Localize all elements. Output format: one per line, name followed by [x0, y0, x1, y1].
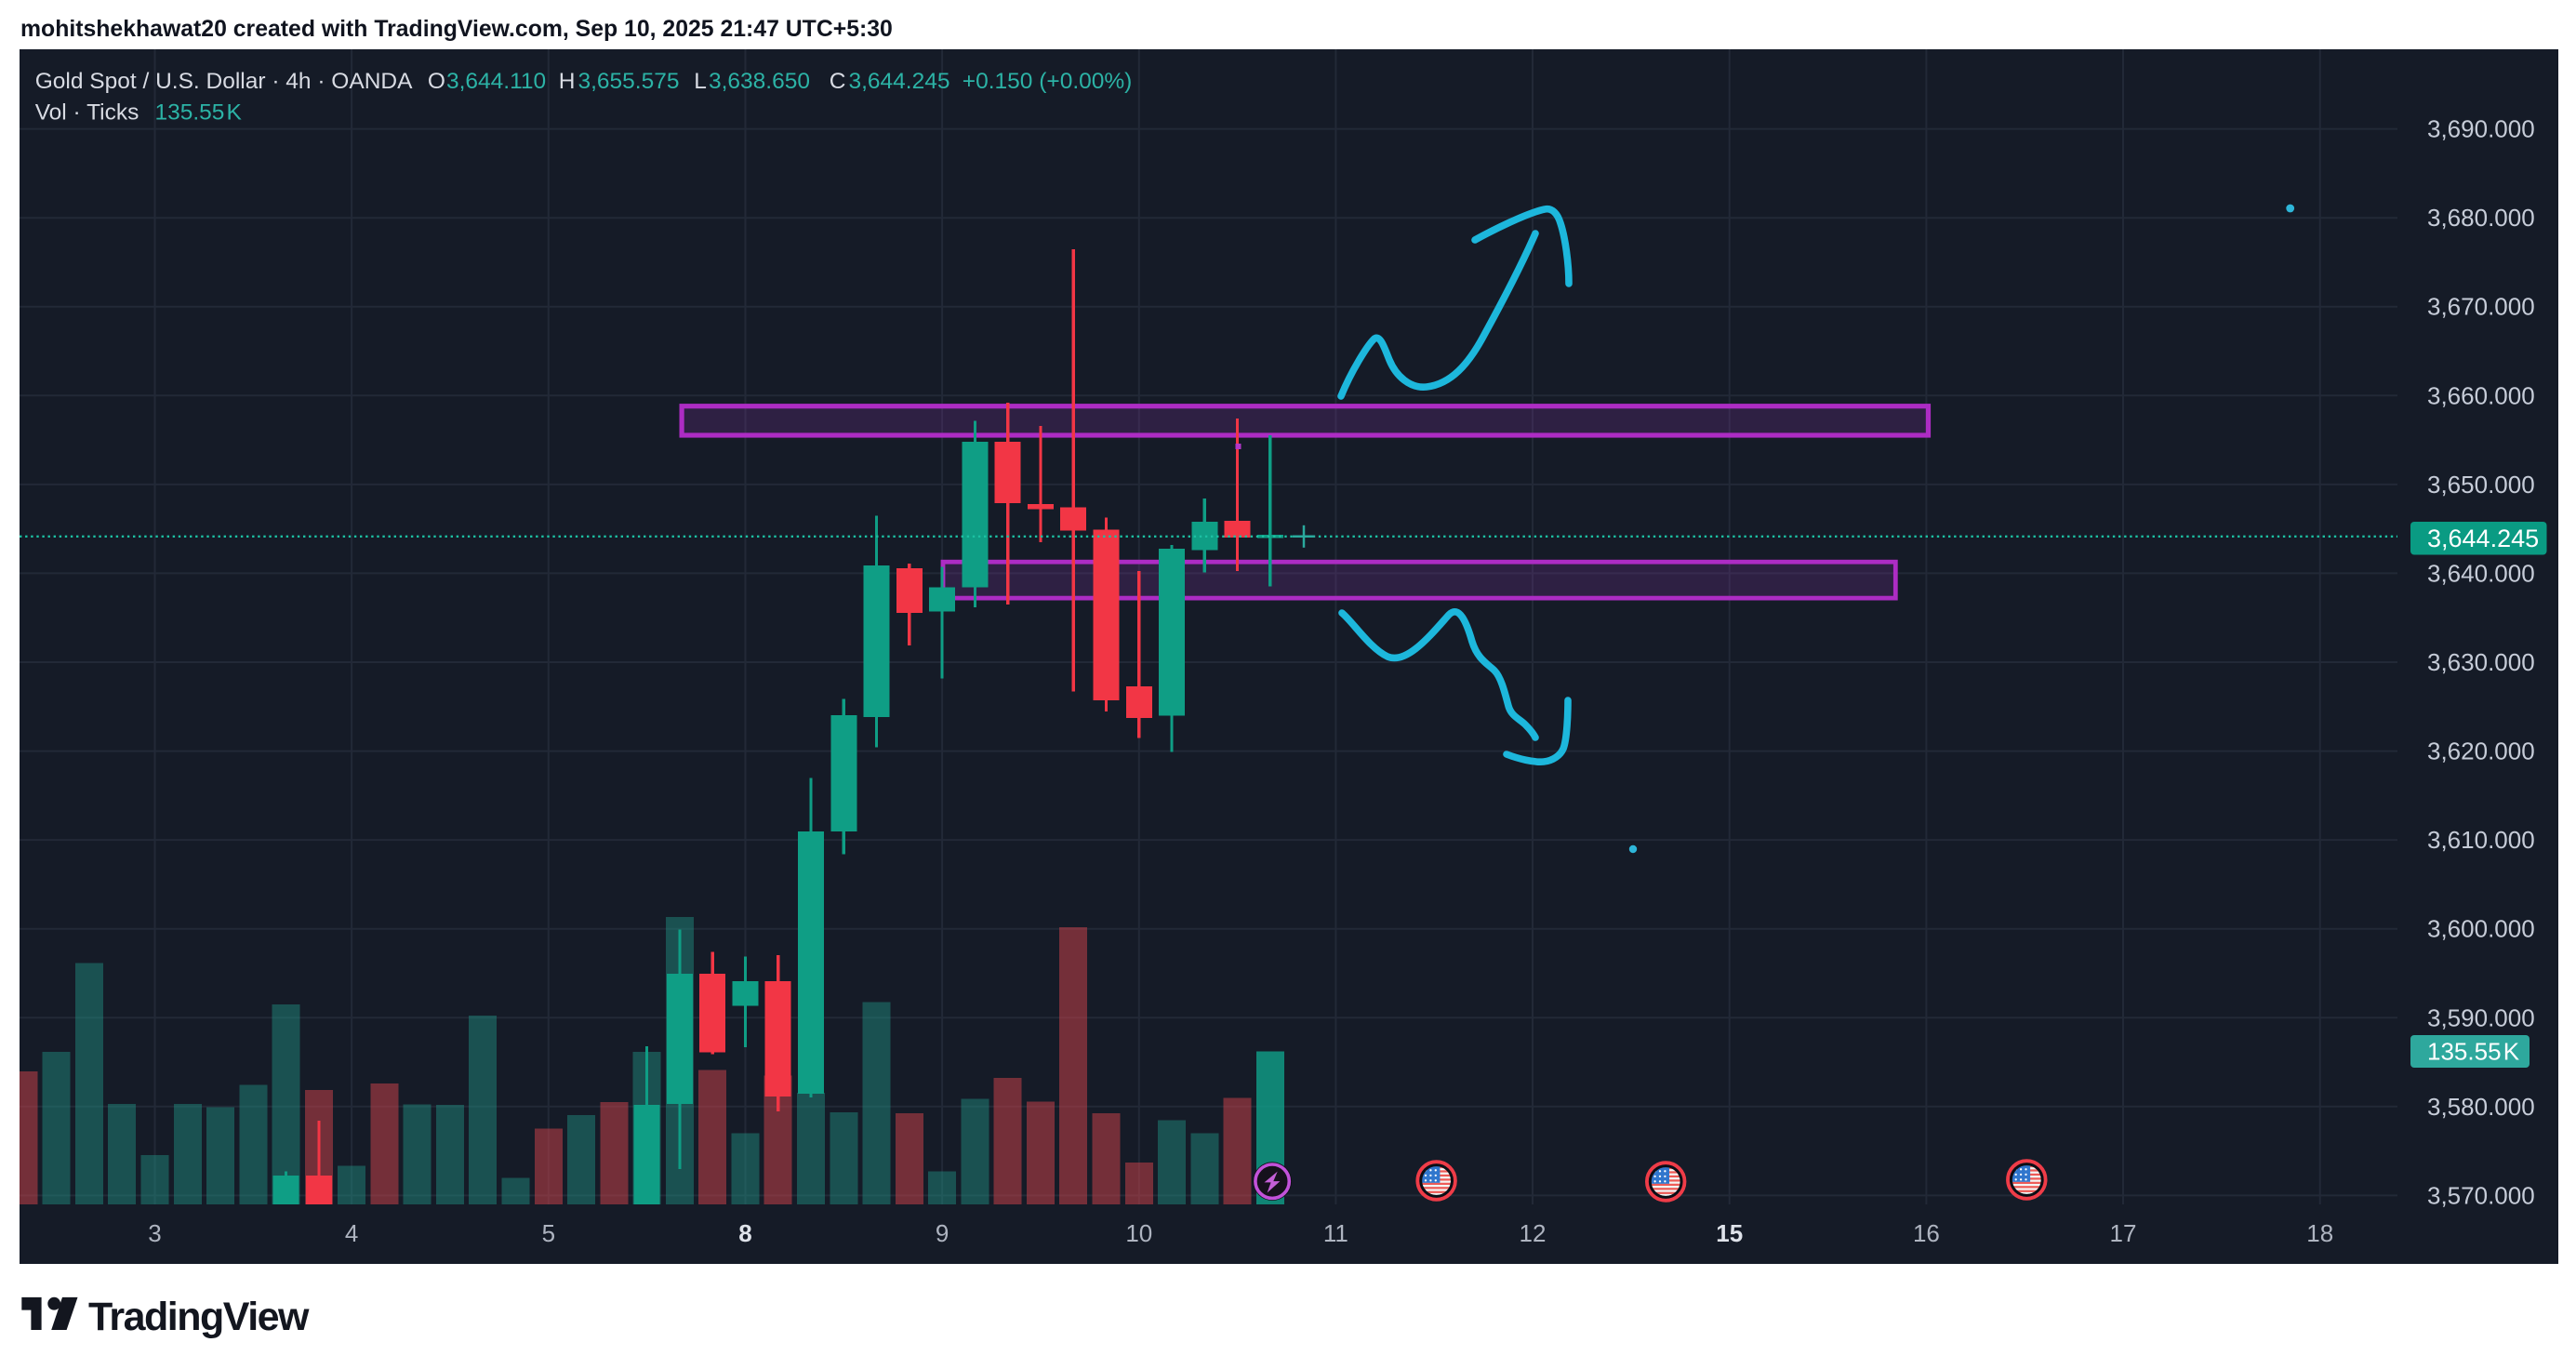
svg-text:16: 16 [1913, 1219, 1940, 1247]
svg-text:3,590.000: 3,590.000 [2427, 1003, 2535, 1031]
svg-text:12: 12 [1520, 1219, 1547, 1247]
svg-text:4: 4 [345, 1219, 358, 1247]
svg-text:18: 18 [2306, 1219, 2333, 1247]
svg-text:3,640.000: 3,640.000 [2427, 559, 2535, 587]
svg-text:3,680.000: 3,680.000 [2427, 204, 2535, 232]
svg-text:3,600.000: 3,600.000 [2427, 915, 2535, 943]
svg-text:17: 17 [2110, 1219, 2137, 1247]
svg-text:3,650.000: 3,650.000 [2427, 471, 2535, 498]
svg-text:3,644.245: 3,644.245 [2427, 525, 2539, 552]
svg-text:TradingView: TradingView [88, 1295, 310, 1339]
svg-text:3,630.000: 3,630.000 [2427, 648, 2535, 676]
svg-text:9: 9 [936, 1219, 949, 1247]
svg-text:11: 11 [1323, 1219, 1348, 1247]
svg-text:3,580.000: 3,580.000 [2427, 1093, 2535, 1121]
svg-text:3,570.000: 3,570.000 [2427, 1181, 2535, 1209]
svg-text:3,610.000: 3,610.000 [2427, 826, 2535, 854]
svg-text:3,670.000: 3,670.000 [2427, 293, 2535, 321]
svg-text:15: 15 [1716, 1219, 1743, 1247]
svg-text:3,620.000: 3,620.000 [2427, 738, 2535, 765]
svg-text:3,660.000: 3,660.000 [2427, 381, 2535, 409]
svg-text:3: 3 [148, 1219, 161, 1247]
svg-text:8: 8 [738, 1219, 751, 1247]
svg-text:5: 5 [542, 1219, 555, 1247]
svg-text:10: 10 [1125, 1219, 1152, 1247]
svg-text:3,690.000: 3,690.000 [2427, 115, 2535, 143]
svg-text:135.55 K: 135.55 K [2427, 1038, 2520, 1066]
svg-text:Gold Spot / U.S. Dollar · 4h ·: Gold Spot / U.S. Dollar · 4h · OANDA O3,6… [35, 69, 1133, 94]
